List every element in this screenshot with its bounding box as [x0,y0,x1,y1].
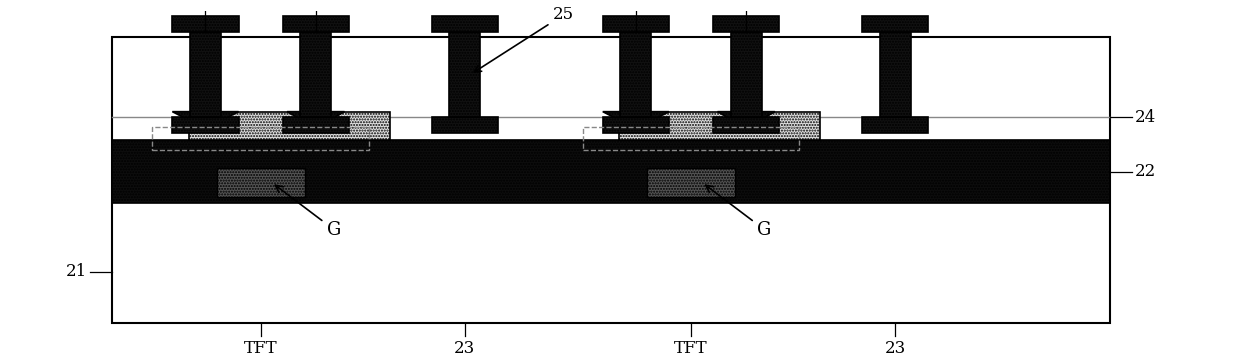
Bar [283,16,348,32]
Text: 22: 22 [1135,163,1156,180]
Polygon shape [172,112,238,117]
Bar [730,32,761,117]
Bar [619,112,820,140]
Bar [647,168,735,197]
Bar [603,16,668,32]
Bar [112,38,1110,323]
Text: TFT: TFT [244,340,278,357]
Polygon shape [718,112,775,117]
Text: 24: 24 [1135,109,1156,126]
Bar [583,127,800,150]
Bar [603,117,668,133]
Text: TFT: TFT [675,340,708,357]
Bar [172,16,238,32]
Bar [217,168,305,197]
Bar [862,117,929,133]
Text: 21: 21 [66,263,87,280]
Polygon shape [288,112,345,117]
Bar [172,117,238,133]
Text: 23: 23 [454,340,475,357]
Bar [713,117,779,133]
Bar [879,32,910,117]
Bar [432,117,498,133]
Bar [283,117,348,133]
Bar [112,140,1110,203]
Bar [432,16,498,32]
Text: G: G [706,185,771,239]
Bar [300,32,331,117]
Text: 23: 23 [884,340,906,357]
Bar [190,32,221,117]
Text: G: G [275,185,341,239]
Polygon shape [603,112,670,117]
Bar [713,16,779,32]
Bar [153,127,368,150]
Text: 25: 25 [474,6,574,72]
Bar [188,112,389,140]
Bar [449,32,480,117]
Bar [862,16,929,32]
Bar [620,32,651,117]
